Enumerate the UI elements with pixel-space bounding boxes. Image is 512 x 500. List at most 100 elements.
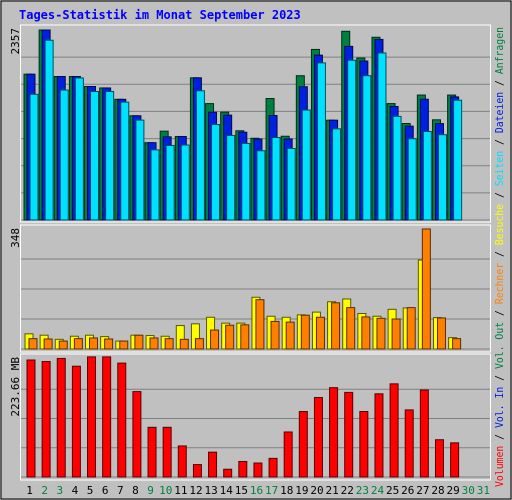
legend-entry-5: / [493, 304, 506, 322]
bar-volumen-day-1 [26, 359, 36, 478]
bar-rechner-day-6 [104, 338, 114, 350]
x-tick-label-day-28: 28 [431, 484, 444, 497]
x-tick-label-day-26: 26 [401, 484, 414, 497]
bar-rechner-day-27 [421, 228, 431, 350]
x-tick-label-day-31: 31 [477, 484, 490, 497]
x-tick-label-day-7: 7 [117, 484, 124, 497]
right-legend: Volumen / Vol. In / Vol. Out / Rechner /… [493, 27, 506, 487]
bar-volumen-day-5 [87, 356, 97, 478]
bar-volumen-day-9 [147, 426, 157, 478]
x-tick-label-day-5: 5 [87, 484, 94, 497]
bar-volumen-day-3 [56, 357, 66, 478]
bar-volumen-day-23 [359, 411, 369, 478]
bar-rechner-day-3 [58, 340, 68, 350]
x-tick-label-day-15: 15 [235, 484, 248, 497]
x-tick-label-day-9: 9 [147, 484, 154, 497]
bar-volumen-day-14 [223, 468, 233, 478]
bar-seiten-day-29 [453, 99, 463, 221]
x-tick-label-day-8: 8 [132, 484, 139, 497]
y-max-label-top: 2357 [9, 28, 22, 55]
bar-seiten-day-5 [90, 91, 100, 221]
x-tick-label-day-3: 3 [57, 484, 64, 497]
bar-seiten-day-22 [347, 59, 357, 221]
bar-volumen-day-8 [132, 391, 142, 478]
bar-seiten-day-27 [422, 130, 432, 221]
bar-rechner-day-14 [225, 324, 235, 350]
bar-seiten-day-28 [437, 134, 447, 221]
x-tick-label-day-12: 12 [189, 484, 202, 497]
bar-seiten-day-13 [211, 124, 221, 221]
x-tick-label-day-17: 17 [265, 484, 278, 497]
x-tick-label-day-13: 13 [204, 484, 217, 497]
x-tick-label-day-24: 24 [371, 484, 385, 497]
bar-seiten-day-19 [301, 109, 311, 221]
bar-volumen-day-15 [238, 460, 248, 478]
bar-volumen-day-24 [374, 393, 384, 478]
bar-rechner-day-20 [315, 316, 325, 350]
legend-entry-13: / [493, 74, 506, 92]
chart-title: Tages-Statistik im Monat September 2023 [19, 8, 301, 22]
bar-seiten-day-11 [180, 144, 190, 221]
bar-rechner-day-18 [285, 321, 295, 350]
bar-rechner-day-4 [73, 338, 83, 350]
legend-entry-4: Vol. Out [493, 322, 506, 369]
x-tick-label-day-2: 2 [41, 484, 48, 497]
bar-volumen-day-27 [419, 389, 429, 478]
legend-entry-8: Besuche [493, 204, 506, 245]
bar-rechner-day-21 [331, 302, 341, 350]
bar-seiten-day-3 [59, 89, 69, 221]
bar-seiten-day-10 [165, 144, 175, 221]
bar-volumen-day-25 [389, 383, 399, 478]
bar-volumen-day-7 [117, 362, 127, 478]
bar-rechner-day-25 [391, 318, 401, 350]
legend-entry-7: / [493, 245, 506, 263]
x-tick-label-day-16: 16 [250, 484, 263, 497]
bar-rechner-day-15 [240, 324, 250, 350]
bar-rechner-day-7 [119, 340, 129, 350]
x-tick-label-day-25: 25 [386, 484, 399, 497]
bar-volumen-day-10 [162, 426, 172, 478]
x-tick-label-day-1: 1 [26, 484, 33, 497]
x-tick-label-day-29: 29 [447, 484, 460, 497]
x-tick-label-day-18: 18 [280, 484, 293, 497]
bar-rechner-day-23 [361, 316, 371, 350]
legend-entry-1: / [493, 428, 506, 446]
legend-entry-10: Seiten [493, 151, 506, 186]
bar-rechner-day-19 [300, 314, 310, 350]
bar-seiten-day-26 [407, 138, 417, 221]
bar-volumen-day-20 [313, 397, 323, 478]
legend-entry-9: / [493, 186, 506, 204]
legend-entry-14: Anfragen [493, 27, 506, 74]
bar-rechner-day-24 [376, 317, 386, 350]
bar-seiten-day-25 [392, 115, 402, 221]
bar-rechner-day-13 [210, 329, 220, 350]
bar-rechner-day-17 [270, 320, 280, 350]
bar-volumen-day-29 [450, 442, 460, 478]
bar-rechner-day-10 [164, 338, 174, 350]
legend-entry-0: Volumen [493, 446, 506, 487]
bar-rechner-day-2 [43, 338, 53, 350]
bar-seiten-day-23 [362, 75, 372, 221]
bar-seiten-day-15 [241, 142, 251, 221]
bar-volumen-day-22 [344, 391, 354, 478]
bar-volumen-day-19 [298, 411, 308, 478]
bar-volumen-day-28 [434, 439, 444, 478]
bar-volumen-day-11 [177, 445, 187, 478]
legend-entry-11: / [493, 133, 506, 151]
legend-entry-2: Vol. In [493, 387, 506, 428]
bar-seiten-day-4 [74, 77, 84, 221]
bar-volumen-day-26 [404, 409, 414, 478]
x-tick-label-day-20: 20 [310, 484, 323, 497]
x-tick-label-day-4: 4 [72, 484, 79, 497]
bar-seiten-day-14 [226, 134, 236, 221]
bar-volumen-day-12 [192, 464, 202, 478]
legend-entry-12: Dateien [493, 92, 506, 133]
bar-rechner-day-29 [452, 338, 462, 350]
bar-seiten-day-6 [105, 91, 115, 221]
bar-volumen-day-6 [102, 356, 112, 478]
bar-rechner-day-5 [89, 337, 99, 350]
bar-rechner-day-12 [194, 338, 204, 350]
